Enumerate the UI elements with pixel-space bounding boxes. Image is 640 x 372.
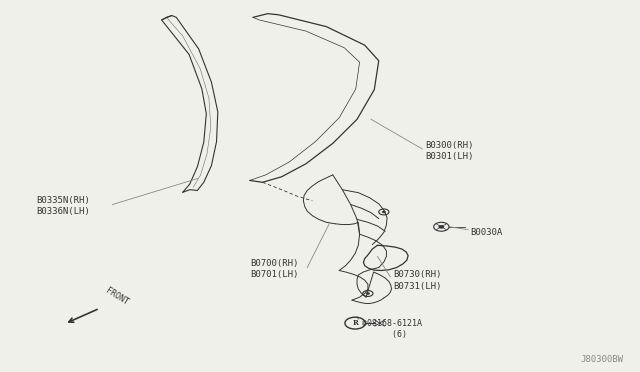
Circle shape <box>382 211 386 213</box>
Text: B0030A: B0030A <box>470 228 502 237</box>
Text: B0335N(RH)
B0336N(LH): B0335N(RH) B0336N(LH) <box>36 196 90 217</box>
Text: R: R <box>352 319 358 327</box>
Text: B0700(RH)
B0701(LH): B0700(RH) B0701(LH) <box>250 259 298 279</box>
Text: B0300(RH)
B0301(LH): B0300(RH) B0301(LH) <box>426 141 474 161</box>
Text: FRONT: FRONT <box>104 286 130 307</box>
Text: J80300BW: J80300BW <box>580 355 623 364</box>
Text: ©08168-6121A
      (6): ©08168-6121A (6) <box>362 319 422 339</box>
Circle shape <box>438 225 444 228</box>
Circle shape <box>366 292 370 295</box>
Text: B0730(RH)
B0731(LH): B0730(RH) B0731(LH) <box>394 270 442 291</box>
